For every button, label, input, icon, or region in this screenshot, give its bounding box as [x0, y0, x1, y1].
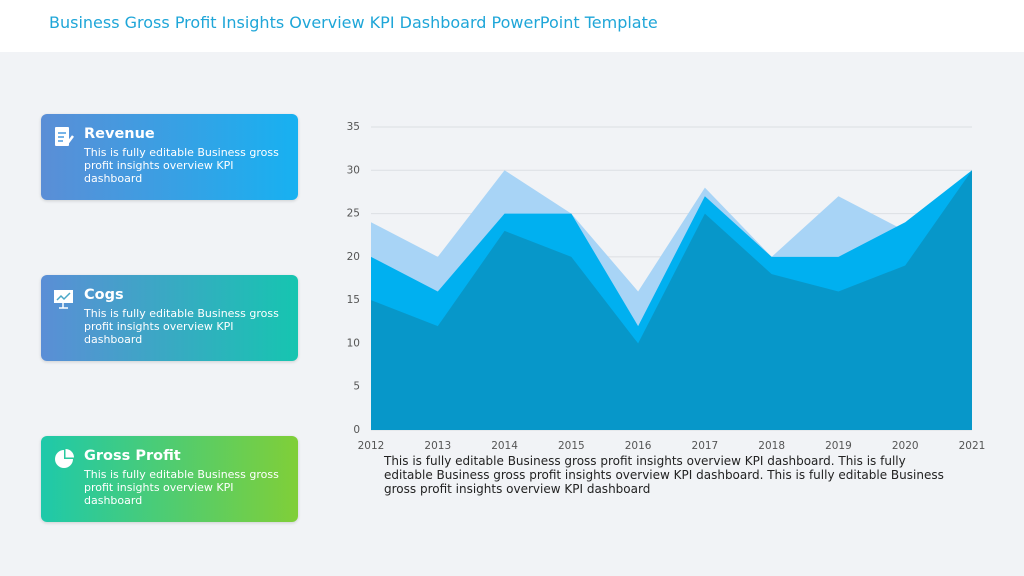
- y-tick-label: 25: [347, 208, 360, 220]
- x-tick-label: 2015: [558, 440, 585, 452]
- card: Revenue This is fully editable Business …: [41, 114, 298, 200]
- x-tick-label: 2018: [758, 440, 785, 452]
- y-tick-label: 15: [347, 294, 360, 306]
- card: Cogs This is fully editable Business gro…: [41, 275, 298, 361]
- x-tick-label: 2021: [959, 440, 986, 452]
- icon: [55, 127, 74, 146]
- card-text: This is fully editable Business gross pr…: [84, 146, 279, 185]
- card-text: This is fully editable Business gross pr…: [84, 307, 279, 346]
- y-tick-label: 20: [347, 251, 360, 263]
- card-text: This is fully editable Business gross pr…: [84, 468, 279, 507]
- x-tick-label: 2012: [358, 440, 385, 452]
- area: [371, 170, 972, 431]
- caption: This is fully editable Business gross pr…: [384, 454, 944, 496]
- x-tick-label: 2013: [424, 440, 451, 452]
- title: Business Gross Profit Insights Overview …: [49, 13, 658, 32]
- x-tick-label: 2016: [625, 440, 652, 452]
- card-title: Revenue: [84, 126, 155, 142]
- y-tick-label: 5: [353, 381, 360, 393]
- header: Business Gross Profit Insights Overview …: [0, 0, 1024, 52]
- x-tick-label: 2014: [491, 440, 518, 452]
- y-tick-label: 35: [347, 121, 360, 133]
- card: Gross Profit This is fully editable Busi…: [41, 436, 298, 522]
- icon: [55, 449, 74, 468]
- y-tick-label: 30: [347, 164, 360, 176]
- x-tick-label: 2019: [825, 440, 852, 452]
- y-tick-label: 10: [347, 337, 360, 349]
- card-title: Gross Profit: [84, 448, 181, 464]
- card-title: Cogs: [84, 287, 124, 303]
- y-tick-label: 0: [353, 424, 360, 436]
- icon: [54, 290, 73, 309]
- x-tick-label: 2017: [692, 440, 719, 452]
- x-tick-label: 2020: [892, 440, 919, 452]
